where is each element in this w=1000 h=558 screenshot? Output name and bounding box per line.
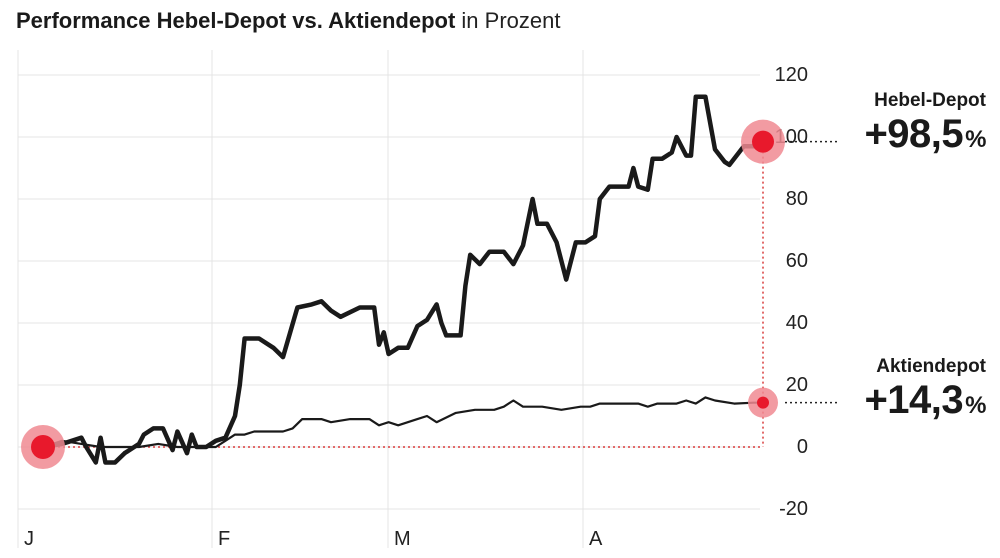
hebel-depot-value-number: +98,5 [864,112,964,156]
hebel-depot-value: +98,5% [864,112,986,157]
hebel-depot-series-line [42,94,764,465]
y-tick-label: 120 [775,64,808,86]
x-tick-label: J [24,528,34,550]
y-tick-label: 80 [786,188,808,210]
aktiendepot-end-marker [757,396,769,409]
x-tick-label: A [589,528,603,550]
hebel-depot-percent-sign: % [965,126,986,153]
chart-title: Performance Hebel-Depot vs. Aktiendepot … [16,8,560,34]
x-tick-label: F [218,528,230,550]
hebel-depot-label: Hebel-Depot [874,90,986,111]
aktiendepot-value: +14,3% [864,378,986,423]
y-tick-label: 60 [786,250,808,272]
y-tick-label: 40 [786,312,808,334]
chart-title-main: Performance Hebel-Depot vs. Aktiendepot [16,8,456,33]
chart-title-unit: in Prozent [461,8,561,33]
aktiendepot-value-number: +14,3 [864,378,964,422]
start-marker [31,435,55,459]
hebel-depot-end-marker [752,130,774,153]
x-tick-label: M [394,528,411,550]
y-tick-label: -20 [779,498,808,520]
y-tick-label: 20 [786,374,808,396]
aktiendepot-label: Aktiendepot [876,356,986,377]
aktiendepot-percent-sign: % [965,392,986,419]
y-tick-label: 0 [797,436,808,458]
aktiendepot-series-line [42,396,763,449]
